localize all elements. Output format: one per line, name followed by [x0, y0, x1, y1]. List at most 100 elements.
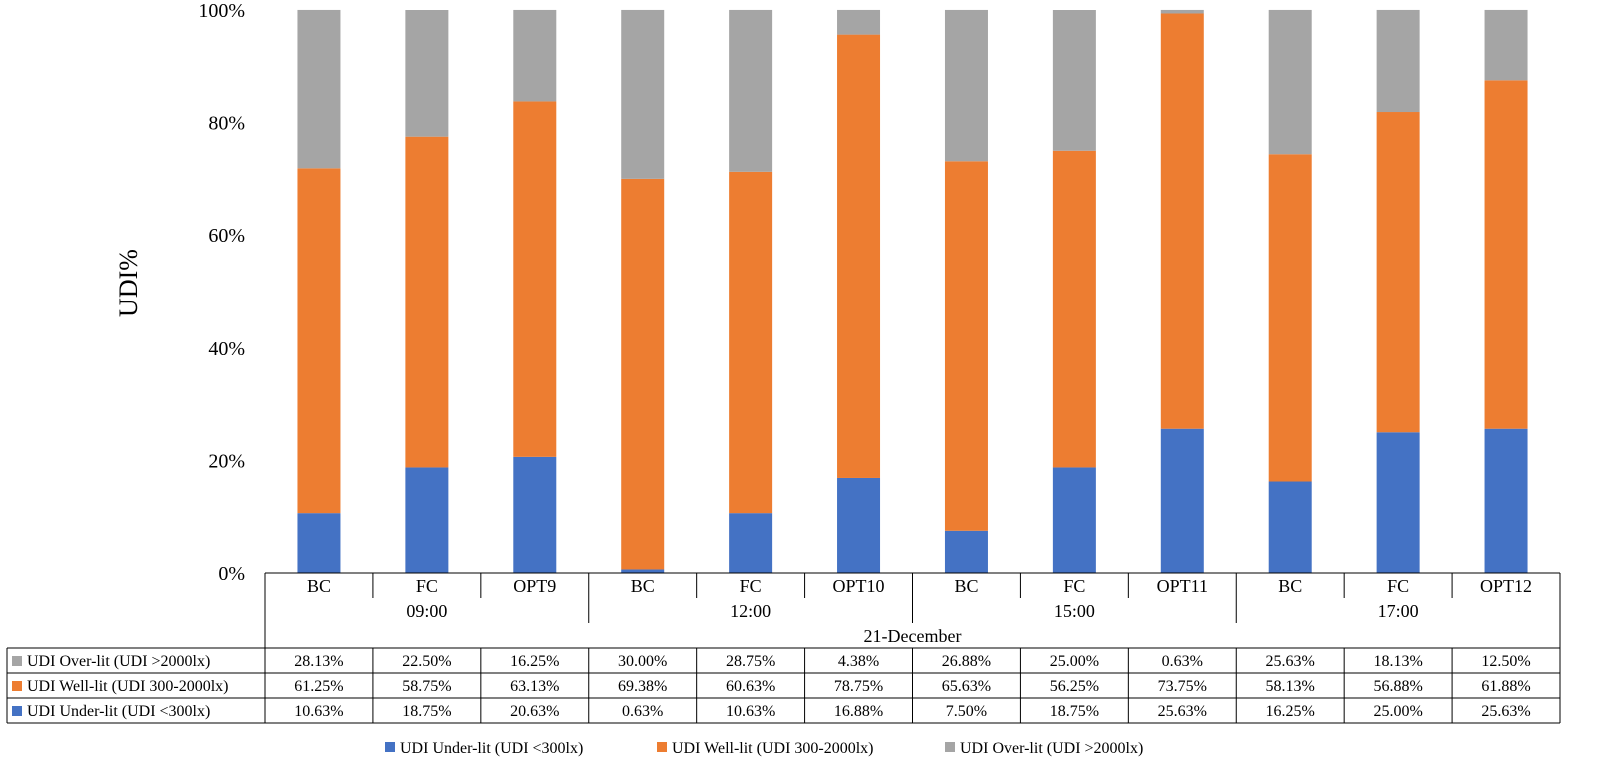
bar-segment-over-lit — [729, 9, 773, 172]
category-label: OPT11 — [1157, 576, 1208, 596]
legend-key — [657, 742, 667, 752]
bar-segment-under-lit — [1376, 432, 1420, 573]
table-cell: 60.63% — [726, 678, 775, 695]
table-cell: 0.63% — [1162, 653, 1203, 670]
legend: UDI Under-lit (UDI <300lx) UDI Well-lit (… — [385, 740, 1143, 757]
table-cell: 78.75% — [834, 678, 883, 695]
data-table: UDI Over-lit (UDI >2000lx) 28.13% 22.50% 16… — [6, 647, 1561, 724]
bar-segment-well-lit — [513, 101, 557, 457]
bar-segment-under-lit — [1268, 481, 1312, 573]
category-label: FC — [1387, 576, 1409, 596]
table-row-header: UDI Well-lit (UDI 300-2000lx) — [27, 678, 229, 695]
table-cell: 61.88% — [1481, 678, 1530, 695]
category-label: BC — [307, 576, 331, 596]
bar-segment-well-lit — [621, 178, 665, 570]
bar-segment-under-lit — [837, 477, 881, 573]
table-cell: 20.63% — [510, 703, 559, 720]
y-tick-label: 60% — [208, 225, 245, 247]
bar-segment-over-lit — [944, 9, 988, 162]
bar-segment-well-lit — [1268, 154, 1312, 482]
group-label: 09:00 — [406, 601, 447, 621]
table-cell: 61.25% — [294, 678, 343, 695]
table-cell: 63.13% — [510, 678, 559, 695]
table-cell: 26.88% — [942, 653, 991, 670]
category-label: OPT9 — [513, 576, 556, 596]
bar-segment-under-lit — [297, 513, 341, 573]
table-cell: 10.63% — [294, 703, 343, 720]
bar-segment-well-lit — [837, 34, 881, 478]
bar-segment-over-lit — [1376, 9, 1420, 113]
table-cell: 56.25% — [1050, 678, 1099, 695]
category-label: OPT12 — [1480, 576, 1532, 596]
bar-segment-under-lit — [405, 467, 449, 573]
bar-segment-well-lit — [729, 171, 773, 514]
table-cell: 4.38% — [838, 653, 879, 670]
bar-segment-over-lit — [1268, 9, 1312, 155]
bar-segment-under-lit — [513, 456, 557, 573]
table-cell: 12.50% — [1481, 653, 1530, 670]
table-cell: 65.63% — [942, 678, 991, 695]
group-label: 15:00 — [1054, 601, 1095, 621]
category-label: BC — [954, 576, 978, 596]
bar-segment-well-lit — [944, 161, 988, 531]
bar-segment-over-lit — [621, 9, 665, 179]
table-cell: 58.13% — [1266, 678, 1315, 695]
bar-segment-under-lit — [1484, 428, 1528, 573]
table-cell: 16.25% — [1266, 703, 1315, 720]
table-legend-key — [12, 706, 22, 716]
table-cell: 7.50% — [946, 703, 987, 720]
bar-segment-over-lit — [837, 9, 881, 35]
table-cell: 25.00% — [1050, 653, 1099, 670]
table-cell: 25.63% — [1266, 653, 1315, 670]
bar-segment-well-lit — [1484, 80, 1528, 429]
table-cell: 16.88% — [834, 703, 883, 720]
y-axis-label: UDI% — [114, 249, 143, 317]
table-cell: 69.38% — [618, 678, 667, 695]
y-tick-label: 40% — [208, 338, 245, 360]
table-cell: 30.00% — [618, 653, 667, 670]
table-cell: 18.75% — [402, 703, 451, 720]
legend-label: UDI Well-lit (UDI 300-2000lx) — [672, 740, 874, 757]
table-cell: 22.50% — [402, 653, 451, 670]
table-row-header: UDI Under-lit (UDI <300lx) — [27, 703, 210, 720]
bars — [297, 9, 1528, 573]
bar-segment-under-lit — [1160, 428, 1204, 573]
table-row-header: UDI Over-lit (UDI >2000lx) — [27, 653, 210, 670]
category-label: FC — [416, 576, 438, 596]
bar-segment-under-lit — [944, 530, 988, 573]
bar-segment-over-lit — [1160, 9, 1204, 14]
group-label: 12:00 — [730, 601, 771, 621]
legend-key — [945, 742, 955, 752]
bar-segment-over-lit — [1484, 9, 1528, 81]
table-cell: 28.75% — [726, 653, 775, 670]
legend-key — [385, 742, 395, 752]
y-tick-label: 80% — [208, 113, 245, 135]
bar-segment-under-lit — [621, 569, 665, 573]
table-cell: 25.63% — [1158, 703, 1207, 720]
table-cell: 25.63% — [1481, 703, 1530, 720]
y-tick-label: 20% — [208, 450, 245, 472]
bar-segment-over-lit — [1052, 10, 1096, 151]
bar-segment-well-lit — [297, 168, 341, 514]
table-legend-key — [12, 656, 22, 666]
bar-segment-well-lit — [1160, 13, 1204, 429]
table-cell: 18.13% — [1373, 653, 1422, 670]
bar-segment-over-lit — [513, 9, 557, 102]
y-tick-label: 0% — [218, 563, 245, 585]
y-axis-ticks: 0% 20% 40% 60% 80% 100% — [198, 0, 245, 585]
legend-label: UDI Over-lit (UDI >2000lx) — [960, 740, 1143, 757]
table-cell: 73.75% — [1158, 678, 1207, 695]
legend-label: UDI Under-lit (UDI <300lx) — [400, 740, 583, 757]
bar-segment-well-lit — [1376, 112, 1420, 433]
bar-segment-over-lit — [405, 10, 449, 137]
category-label: BC — [631, 576, 655, 596]
table-legend-key — [12, 681, 22, 691]
bar-segment-well-lit — [405, 136, 449, 468]
category-label: BC — [1278, 576, 1302, 596]
table-cell: 10.63% — [726, 703, 775, 720]
bar-segment-over-lit — [297, 9, 341, 169]
table-cell: 28.13% — [294, 653, 343, 670]
table-cell: 58.75% — [402, 678, 451, 695]
category-label: OPT10 — [833, 576, 885, 596]
